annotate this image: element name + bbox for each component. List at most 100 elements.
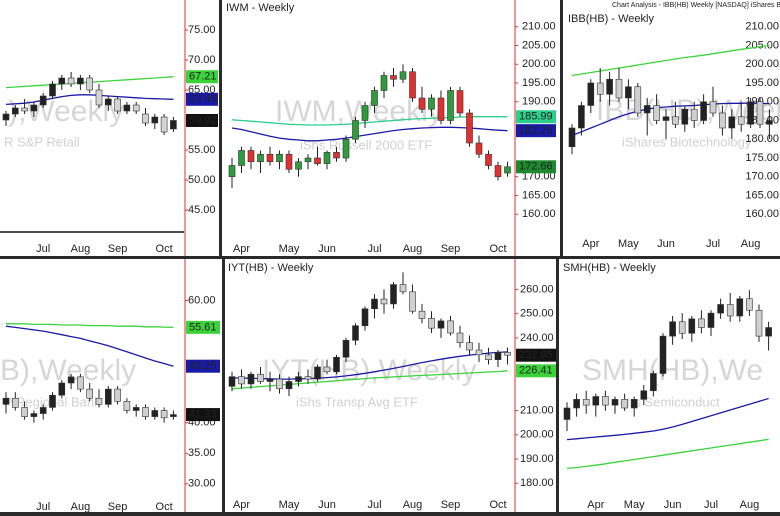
moving-average bbox=[571, 102, 770, 137]
x-tick-label: May bbox=[279, 243, 300, 255]
x-tick-label: Jul bbox=[367, 243, 381, 255]
x-tick-label: Oct bbox=[156, 501, 173, 513]
y-tick-label: 190.00 bbox=[520, 453, 554, 465]
candle-body bbox=[58, 77, 66, 85]
chart-title: IWM - Weekly bbox=[226, 2, 295, 14]
candle-body bbox=[151, 116, 159, 124]
candle-body bbox=[276, 153, 283, 163]
candle-body bbox=[238, 376, 245, 385]
candle-body bbox=[314, 366, 321, 380]
candle-body bbox=[160, 116, 168, 133]
price-label: 63.45 bbox=[189, 93, 217, 105]
candle-body bbox=[662, 116, 670, 121]
chart-panel: IWM,Weekly iShs Russell 2000 ETF 160.00 165… bbox=[226, 0, 556, 256]
y-tick-label: 195.00 bbox=[522, 77, 556, 89]
y-tick-label: 200.00 bbox=[522, 58, 556, 70]
candle-body bbox=[276, 378, 283, 390]
candle-body bbox=[39, 407, 47, 414]
candle-body bbox=[399, 284, 407, 293]
candle-body bbox=[132, 104, 140, 112]
chart-title: IBB(HB) - Weekly bbox=[568, 13, 654, 25]
price-label: 185.99 bbox=[519, 111, 553, 123]
y-tick-label: 240.00 bbox=[520, 332, 554, 344]
candle-body bbox=[21, 107, 28, 112]
candle-body bbox=[717, 304, 724, 314]
x-tick-label: Jul bbox=[367, 499, 381, 511]
x-tick-label: Jun bbox=[318, 499, 336, 511]
candle-body bbox=[30, 104, 38, 112]
candle-body bbox=[698, 318, 705, 328]
moving-average bbox=[566, 397, 769, 441]
candle-body bbox=[719, 112, 726, 129]
candle-body bbox=[621, 399, 628, 409]
candle-body bbox=[151, 410, 159, 417]
price-label: 226.41 bbox=[519, 365, 553, 377]
chart-title: IYT(HB) - Weekly bbox=[228, 262, 314, 274]
candle-body bbox=[114, 388, 121, 402]
candle-body bbox=[765, 327, 772, 337]
candle-body bbox=[747, 101, 754, 125]
x-tick-label: Aug bbox=[71, 501, 91, 513]
y-tick-label: 170.00 bbox=[745, 171, 779, 183]
price-label: 59.92 bbox=[189, 114, 217, 126]
x-tick-label: May bbox=[279, 499, 300, 511]
candle-body bbox=[681, 108, 689, 125]
watermark-subtitle: iShs Russell 2000 ETF bbox=[300, 137, 432, 152]
candle-body bbox=[688, 318, 696, 334]
price-label-box bbox=[516, 364, 556, 378]
candle-body bbox=[257, 373, 264, 382]
candle-body bbox=[736, 298, 744, 317]
watermark-subtitle: R S&P Retail bbox=[4, 134, 80, 149]
watermark-subtitle: iShares Biotechnology bbox=[622, 134, 752, 149]
x-tick-label: Jul bbox=[706, 238, 720, 250]
candle-body bbox=[475, 349, 483, 356]
candle-body bbox=[428, 318, 435, 329]
candle-body bbox=[437, 97, 445, 121]
y-tick-label: 55.00 bbox=[188, 144, 216, 156]
x-tick-label: Apr bbox=[587, 499, 604, 511]
candle-body bbox=[409, 71, 416, 99]
candle-body bbox=[257, 153, 264, 163]
x-tick-label: Jul bbox=[36, 243, 50, 255]
separator bbox=[556, 259, 559, 516]
price-label-box bbox=[186, 320, 220, 334]
candle-body bbox=[170, 414, 177, 417]
separator bbox=[222, 259, 225, 516]
candle-body bbox=[447, 90, 454, 121]
candle-body bbox=[643, 105, 651, 114]
candle-body bbox=[466, 342, 473, 351]
x-tick-label: Sep bbox=[441, 499, 461, 511]
price-label-box bbox=[516, 160, 556, 174]
candle-body bbox=[650, 373, 657, 392]
candle-body bbox=[2, 397, 10, 405]
separator bbox=[0, 512, 780, 516]
candle-body bbox=[105, 98, 112, 106]
y-tick-label: 35.00 bbox=[188, 447, 216, 459]
candle-body bbox=[323, 366, 331, 373]
price-label-box bbox=[516, 348, 556, 362]
price-label-box bbox=[516, 110, 556, 124]
candle-body bbox=[228, 165, 236, 178]
candle-body bbox=[563, 407, 571, 420]
y-tick-label: 70.00 bbox=[188, 54, 216, 66]
y-tick-label: 210.00 bbox=[520, 404, 554, 416]
candle-body bbox=[755, 309, 763, 337]
watermark: ),Weekly bbox=[8, 95, 124, 128]
candle-body bbox=[602, 396, 609, 406]
candle-body bbox=[323, 152, 331, 164]
y-tick-label: 190.00 bbox=[522, 96, 556, 108]
candle-body bbox=[123, 401, 131, 411]
moving-average bbox=[566, 438, 769, 470]
candle-body bbox=[49, 83, 56, 97]
y-tick-label: 45.00 bbox=[188, 204, 216, 216]
x-tick-label: Jul bbox=[704, 499, 718, 511]
y-tick-label: 210.00 bbox=[745, 21, 779, 33]
candle-body bbox=[678, 321, 686, 334]
x-tick-label: May bbox=[618, 238, 639, 250]
candle-body bbox=[456, 332, 464, 344]
candle-body bbox=[58, 382, 66, 396]
y-tick-label: 165.00 bbox=[522, 189, 556, 201]
moving-average bbox=[6, 323, 174, 329]
